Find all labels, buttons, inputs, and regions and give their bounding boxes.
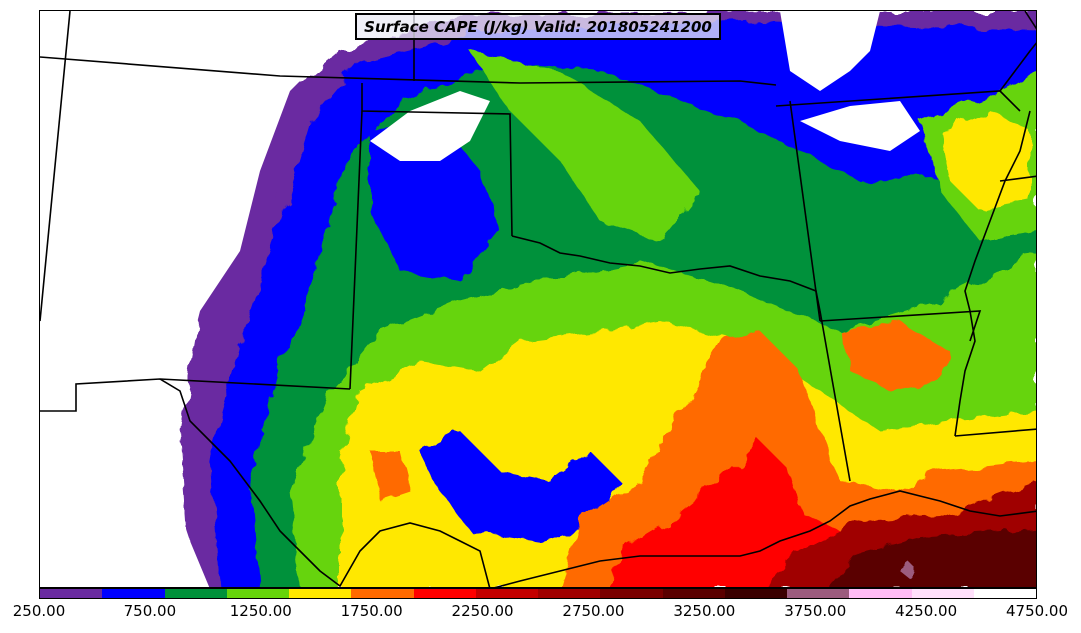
cape-750-interior [420,431,620,541]
border-mo-il [999,42,1036,92]
cape-1250-north [470,51,700,241]
map-title-box: Surface CAPE (J/kg) Valid: 201805241200 [355,13,721,40]
colorbar-tick-label: 3750.00 [784,602,847,620]
state-borders [40,11,1036,587]
cape-3750-region [831,526,1036,587]
border-nm-tx-north [361,83,513,237]
cape-2250-west [370,451,410,501]
colorbar-tick-label: 1750.00 [340,602,403,620]
cape-contour-map [40,11,1036,587]
colorbar-segment [973,589,1036,598]
border-ky-tn [999,175,1036,182]
colorbar-segment [164,589,227,598]
no-cape-east [800,101,920,151]
colorbar-tick-label: 3250.00 [673,602,736,620]
border-co-nm [40,56,777,86]
colorbar-segment [102,589,165,598]
border-tx-la-east [819,310,851,482]
colorbar-segment [289,589,352,598]
border-ms-east [1024,11,1036,30]
colorbar-tick-label: 250.00 [12,602,66,620]
no-cape-north-center [370,91,490,161]
coastline-gulf [494,490,1036,587]
colorbar-tick-label: 1250.00 [229,602,292,620]
colorbar-tick-label: 4250.00 [895,602,958,620]
colorbar-tick-label: 4750.00 [1005,602,1069,620]
cape-2250-east [840,321,950,391]
colorbar-segment [787,589,850,598]
colorbar-segment [226,589,289,598]
map-title: Surface CAPE (J/kg) Valid: 201805241200 [364,17,712,36]
colorbar-segment [662,589,725,598]
colorbar-segment [600,589,663,598]
border-nm-tx-west [349,110,363,390]
no-cape-north-east [780,11,880,91]
no-cape-sw-corner [140,481,210,587]
cape-colorbar [39,588,1037,599]
colorbar-segment [911,589,974,598]
colorbar-segment [724,589,787,598]
border-mexico-rio-grande [159,378,491,587]
colorbar-tick-label: 750.00 [123,602,177,620]
border-nm-south [40,378,351,412]
colorbar-segment [538,589,601,598]
border-ok-tx-red-river [511,235,821,312]
colorbar-segment [849,589,912,598]
no-cape-northwest [40,11,370,587]
colorbar-segment [351,589,414,598]
border-ok-ar [789,100,821,322]
map-panel [39,10,1037,588]
border-la-ms [954,428,1036,437]
cape-4250-hotspot [898,561,916,577]
colorbar-segment [413,589,476,598]
colorbar-segment [40,589,103,598]
colorbar-tick-label: 2250.00 [451,602,514,620]
colorbar-tick-label: 2750.00 [562,602,625,620]
border-az-nm [40,11,71,322]
cape-1750-northeast [940,111,1030,211]
colorbar-segment [475,589,538,598]
border-mississippi-river [954,110,1031,437]
